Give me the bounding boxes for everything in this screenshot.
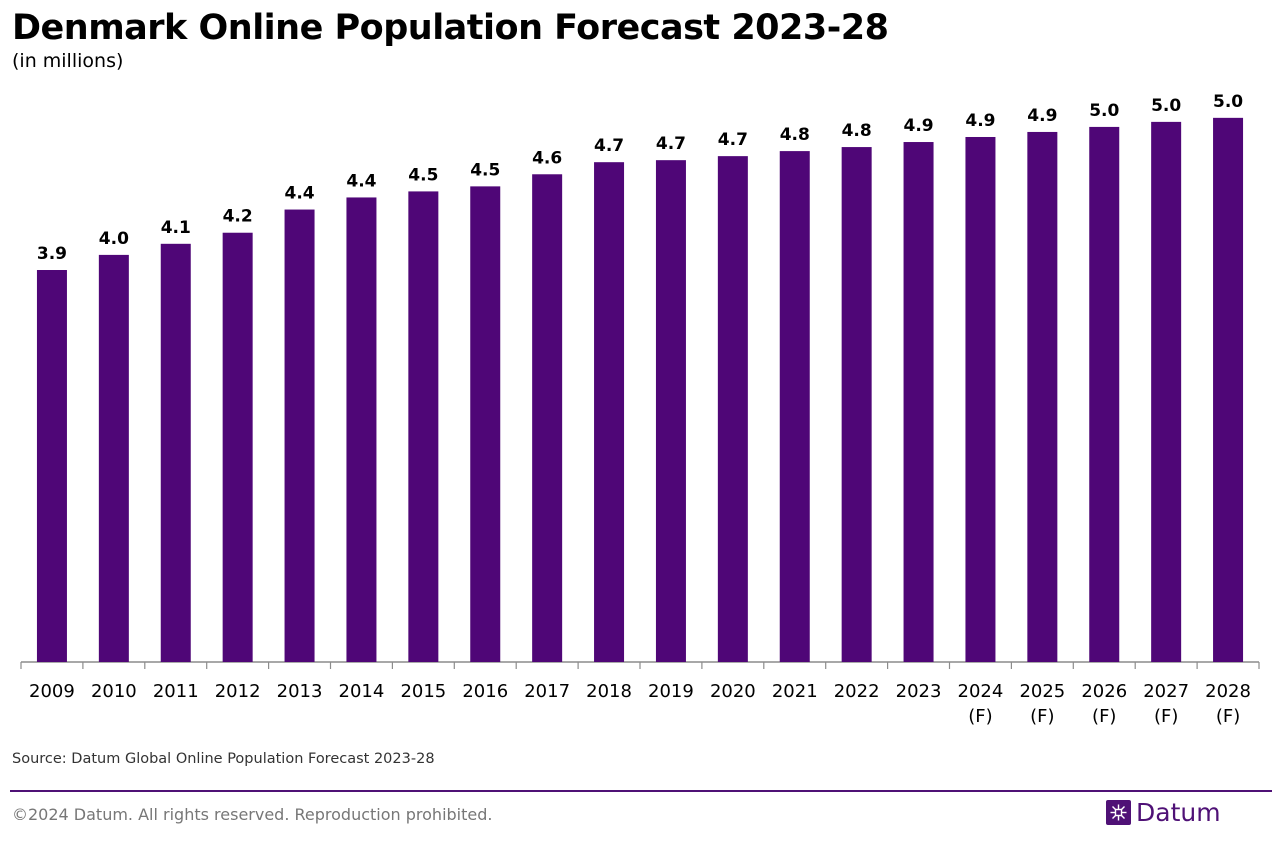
x-tick-label: 2015 [400,681,446,702]
bar [160,243,191,663]
data-label: 4.8 [780,125,810,145]
data-label: 4.4 [346,171,376,191]
data-label: 4.6 [532,148,562,168]
bar [965,136,996,662]
x-tick-label: 2020 [710,681,756,702]
x-tick-label: 2021 [772,681,818,702]
x-tick-label: 2016 [462,681,508,702]
footer-divider [10,790,1272,792]
bar [222,232,253,662]
bar [1089,126,1120,662]
x-tick-label: (F) [1216,706,1240,727]
data-label: 4.7 [656,134,686,154]
bar [903,142,934,662]
data-label: 5.0 [1089,101,1119,121]
data-label: 3.9 [37,244,67,264]
data-label: 4.7 [594,136,624,156]
x-tick-label: 2025 [1019,681,1065,702]
bar [470,186,501,662]
x-tick-label: 2027 [1143,681,1189,702]
x-tick-label: 2022 [834,681,880,702]
bar [1213,117,1244,663]
bar [408,191,439,662]
x-tick-label: 2012 [215,681,261,702]
data-label: 4.1 [161,218,191,238]
x-tick-label: (F) [1154,706,1178,727]
bar [284,209,315,663]
x-tick-label: 2028 [1205,681,1251,702]
bar [36,270,67,662]
data-label: 5.0 [1151,96,1181,116]
data-label: 4.5 [470,160,500,180]
x-tick-label: 2017 [524,681,570,702]
chart-subtitle: (in millions) [12,50,124,72]
brand-name: Datum [1136,798,1221,827]
data-label: 4.9 [903,116,933,136]
x-tick-label: 2009 [29,681,75,702]
bar [594,162,625,662]
source-note: Source: Datum Global Online Population F… [12,751,435,767]
data-label: 4.5 [408,165,438,185]
x-tick-label: 2014 [339,681,385,702]
datum-logo-icon [1106,800,1131,825]
x-tick-label: 2026 [1081,681,1127,702]
bar [532,174,563,662]
brand-logo[interactable]: Datum [1106,798,1221,827]
copyright-text: ©2024 Datum. All rights reserved. Reprod… [12,805,493,824]
data-label: 5.0 [1213,92,1243,112]
bar [346,197,377,662]
x-tick-label: (F) [1030,706,1054,727]
x-tick-label: 2023 [896,681,942,702]
data-label: 4.2 [223,207,253,227]
bar [841,147,872,663]
x-tick-label: 2013 [277,681,323,702]
data-label: 4.0 [99,229,129,249]
x-tick-label: 2024 [958,681,1004,702]
data-label: 4.4 [284,184,314,204]
data-label: 4.9 [965,111,995,131]
data-label: 4.9 [1027,106,1057,126]
bar [1027,131,1058,662]
bar [98,254,129,662]
x-tick-label: 2019 [648,681,694,702]
x-tick-label: (F) [968,706,992,727]
bar [717,156,748,662]
bar [779,151,810,662]
bar [655,160,686,662]
x-tick-label: 2011 [153,681,199,702]
x-tick-label: (F) [1092,706,1116,727]
x-tick-label: 2010 [91,681,137,702]
x-tick-label: 2018 [586,681,632,702]
data-label: 4.8 [842,121,872,141]
data-label: 4.7 [718,130,748,150]
bar-chart: 3.9 2009 4.0 2010 4.1 2011 4.2 2012 4.4 2013 4.4 20… [20,92,1260,727]
bar [1151,121,1182,662]
chart-title: Denmark Online Population Forecast 2023-… [12,8,889,48]
